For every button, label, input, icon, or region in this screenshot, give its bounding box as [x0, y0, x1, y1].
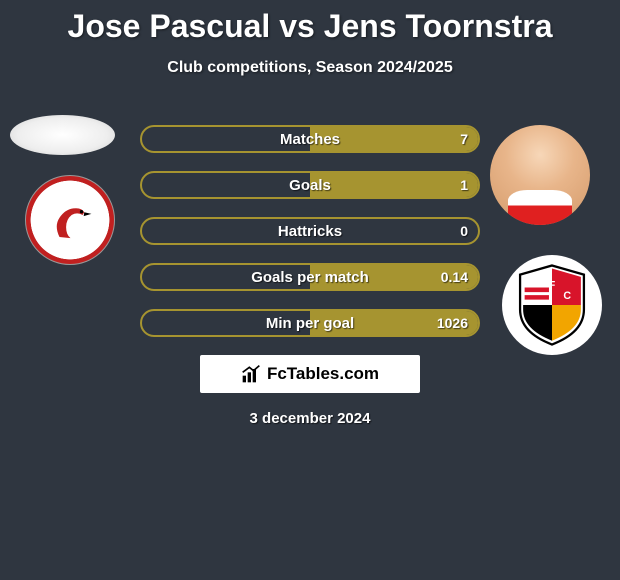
player2-club-badge: F C: [502, 255, 602, 355]
stat-label: Matches: [142, 127, 478, 151]
comparison-title: Jose Pascual vs Jens Toornstra: [0, 0, 620, 45]
date-label: 3 december 2024: [0, 410, 620, 427]
stat-row-goals-per-match: Goals per match 0.14: [140, 263, 480, 291]
stat-value-right: 1: [460, 173, 468, 197]
stat-label: Goals: [142, 173, 478, 197]
player1-avatar: [10, 115, 115, 155]
player1-club-badge: [25, 175, 115, 265]
stat-value-right: 0: [460, 219, 468, 243]
chart-icon: [241, 364, 261, 384]
stat-value-right: 1026: [437, 311, 468, 335]
stats-block: Matches 7 Goals 1 Hattricks 0 Goals per …: [140, 125, 480, 355]
stat-label: Min per goal: [142, 311, 478, 335]
stat-value-right: 0.14: [441, 265, 468, 289]
watermark-text: FcTables.com: [267, 364, 379, 384]
stat-row-hattricks: Hattricks 0: [140, 217, 480, 245]
svg-text:F: F: [549, 279, 556, 291]
stat-row-goals: Goals 1: [140, 171, 480, 199]
stat-row-min-per-goal: Min per goal 1026: [140, 309, 480, 337]
utrecht-shield-icon: F C: [514, 262, 590, 348]
stat-row-matches: Matches 7: [140, 125, 480, 153]
stat-label: Hattricks: [142, 219, 478, 243]
svg-text:C: C: [563, 290, 571, 302]
stat-label: Goals per match: [142, 265, 478, 289]
player2-avatar: [490, 125, 590, 225]
season-subtitle: Club competitions, Season 2024/2025: [0, 59, 620, 77]
stat-value-right: 7: [460, 127, 468, 151]
watermark: FcTables.com: [200, 355, 420, 393]
flamingo-icon: [43, 193, 98, 248]
